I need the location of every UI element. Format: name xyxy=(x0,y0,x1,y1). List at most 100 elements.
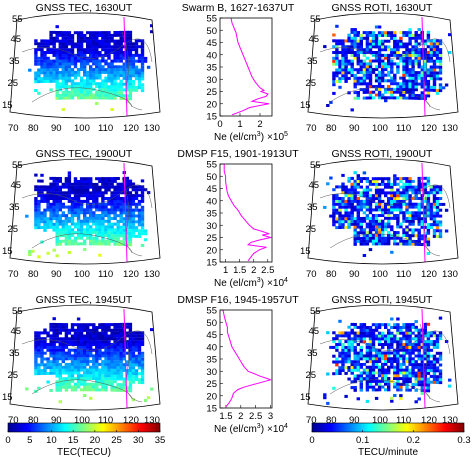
map-cell xyxy=(83,177,87,181)
map-cell xyxy=(377,31,382,35)
map-cell xyxy=(46,217,50,221)
map-cell xyxy=(67,171,72,175)
map-cell xyxy=(368,82,373,86)
map-cell xyxy=(362,357,367,361)
map-cell xyxy=(89,202,93,206)
map-cell xyxy=(396,225,400,229)
map-cell xyxy=(374,177,379,181)
map-cell xyxy=(368,379,373,383)
map-cell xyxy=(384,236,388,240)
map-cell xyxy=(46,220,50,224)
map-cell xyxy=(43,45,47,49)
map-cell xyxy=(52,76,56,80)
map-cell xyxy=(377,34,382,37)
map-cell xyxy=(92,82,96,86)
map-cell xyxy=(390,360,394,363)
map-cell xyxy=(64,85,69,89)
map-cell xyxy=(420,211,424,215)
map-cell xyxy=(350,386,354,390)
map-cell xyxy=(402,76,406,80)
map-cell xyxy=(143,59,148,63)
map-cell xyxy=(381,365,385,369)
map-cell xyxy=(377,70,382,74)
map-cell xyxy=(356,357,360,361)
map-cell xyxy=(338,343,342,346)
map-cell xyxy=(61,365,65,369)
map-cell xyxy=(134,86,139,89)
map-cell xyxy=(387,202,391,206)
map-cell xyxy=(402,374,406,378)
map-cell xyxy=(384,225,388,229)
map-cell xyxy=(58,85,62,89)
map-cell xyxy=(40,369,44,373)
map-cell xyxy=(107,79,111,83)
map-cell xyxy=(110,348,114,352)
map-cell xyxy=(76,371,81,375)
map-cell xyxy=(377,51,382,54)
map-cell xyxy=(122,51,126,54)
x-axis-exponent-power: 4 xyxy=(284,277,288,284)
map-cell xyxy=(381,374,385,378)
map-cell xyxy=(116,185,120,189)
y-tick-label: 30 xyxy=(206,221,217,232)
map-cell xyxy=(438,62,443,66)
map-cell xyxy=(89,343,93,346)
map-cell xyxy=(98,96,102,100)
map-cell xyxy=(104,68,108,72)
map-cell xyxy=(362,325,367,329)
map-cell xyxy=(37,48,41,52)
map-cell xyxy=(377,357,382,361)
map-cell xyxy=(399,225,403,229)
map-cell xyxy=(146,65,151,69)
map-cell xyxy=(83,326,87,329)
map-cell xyxy=(89,45,93,49)
map-cell xyxy=(64,31,69,35)
map-cell xyxy=(116,39,120,43)
map-cell xyxy=(128,325,133,329)
map-cell xyxy=(338,80,342,83)
map-cell xyxy=(46,71,50,75)
map-cell xyxy=(134,71,139,75)
map-cell xyxy=(408,331,412,335)
map-cell xyxy=(107,323,111,327)
map-cell xyxy=(143,56,148,60)
map-cell xyxy=(49,36,53,40)
map-cell xyxy=(432,194,437,198)
map-cell xyxy=(76,377,81,380)
map-cell xyxy=(374,85,379,88)
map-cell xyxy=(140,363,145,367)
map-cell xyxy=(134,194,139,198)
map-cell xyxy=(335,208,339,212)
map-cell xyxy=(119,220,123,223)
map-cell xyxy=(98,371,102,375)
map-cell xyxy=(140,188,145,192)
map-cell xyxy=(365,360,370,364)
map-cell xyxy=(79,68,84,71)
map-cell xyxy=(98,53,102,57)
map-cell xyxy=(350,220,354,223)
map-cell xyxy=(46,199,50,203)
map-cell xyxy=(405,188,409,192)
map-cell xyxy=(89,228,93,232)
map-cell xyxy=(432,340,437,344)
map-cell xyxy=(119,354,123,358)
map-cell xyxy=(332,80,336,84)
map-cell xyxy=(377,326,382,329)
map-cell xyxy=(46,42,50,46)
map-cell xyxy=(359,205,363,209)
map-cell xyxy=(64,88,69,91)
map-cell xyxy=(393,216,397,220)
map-cell xyxy=(43,197,47,200)
map-cell xyxy=(420,334,424,338)
map-cell xyxy=(435,334,440,338)
map-cell xyxy=(101,216,105,220)
map-cell xyxy=(417,237,421,241)
map-cell xyxy=(326,372,330,376)
boundary-line xyxy=(21,330,153,355)
map-cell xyxy=(116,365,120,369)
map-cell xyxy=(381,337,385,341)
map-cell xyxy=(414,51,418,54)
map-cell xyxy=(368,70,373,74)
map-cell xyxy=(55,360,59,364)
map-cell xyxy=(83,382,87,386)
